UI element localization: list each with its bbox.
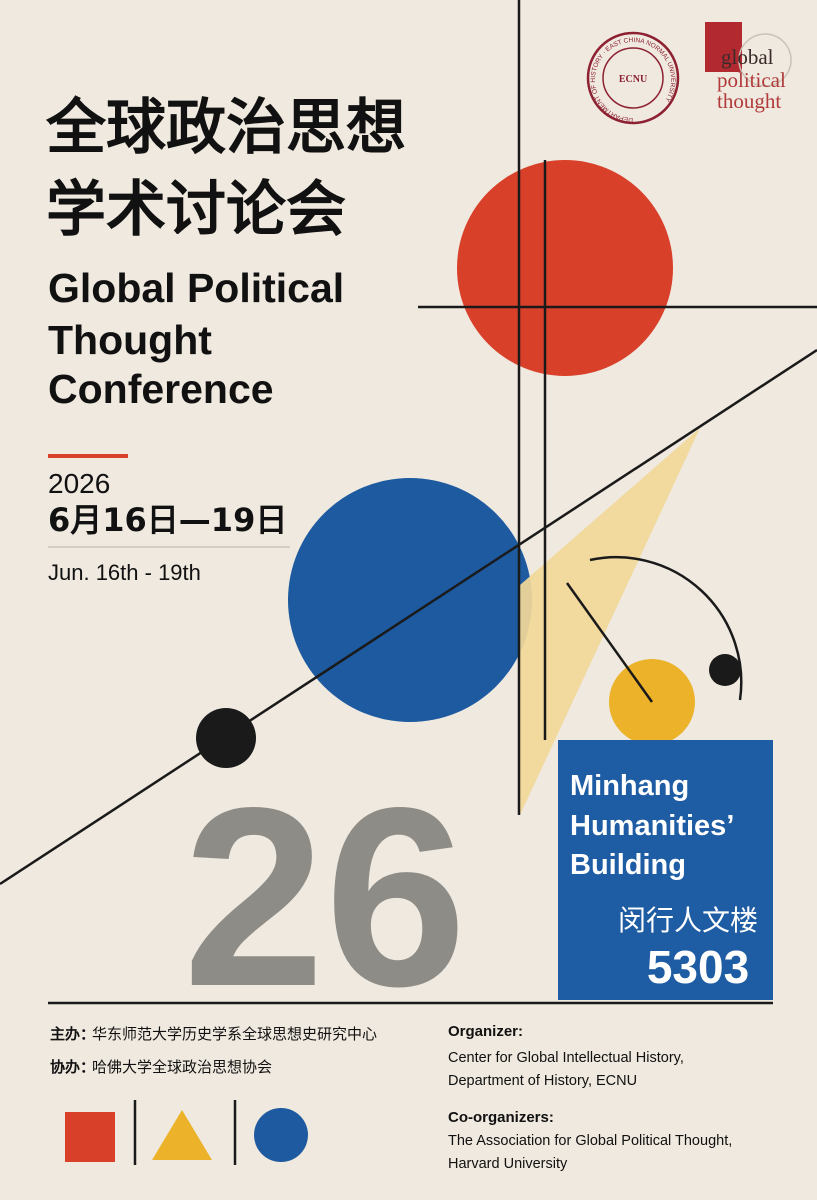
org-en-line: Department of History, ECNU (448, 1073, 637, 1089)
org-en-label: Organizer: (448, 1023, 523, 1040)
seal-center-text: ECNU (619, 74, 647, 85)
diagonal-line (0, 348, 817, 886)
org-zh-label: 主办： (50, 1025, 95, 1043)
black-dot-small (709, 654, 741, 686)
black-dot (196, 708, 256, 768)
venue-en: Humanities’ (570, 810, 734, 842)
arc-line (565, 582, 654, 703)
gpt-square (705, 22, 742, 72)
seal-inner (602, 47, 664, 109)
blue-circle (288, 478, 532, 722)
org-en-line: Harvard University (448, 1156, 568, 1172)
date-year: 2026 (48, 468, 110, 499)
red-square (65, 1112, 115, 1162)
yellow-triangle-small (152, 1110, 212, 1160)
big-number: 26 (183, 755, 467, 1040)
title-en: Thought (48, 317, 212, 363)
org-zh-text: 华东师范大学历史学系全球思想史研究中心 (92, 1025, 377, 1043)
gpt-text: political (717, 68, 786, 92)
org-en-label: Co-organizers: (448, 1109, 554, 1126)
yellow-triangle (520, 428, 700, 815)
org-en-line: The Association for Global Political Tho… (448, 1133, 732, 1149)
gpt-globe (738, 33, 792, 87)
title-zh: 学术讨论会 (46, 175, 346, 245)
accent-bar (48, 454, 128, 458)
venue-en: Minhang (570, 770, 689, 802)
venue-en: Building (570, 849, 686, 881)
seal-ring (586, 31, 680, 125)
gpt-text: thought (717, 89, 781, 113)
red-circle (457, 160, 673, 376)
venue-box (558, 740, 773, 1000)
gpt-logo: global political thought (705, 22, 792, 113)
title-en: Conference (48, 366, 274, 412)
venue-zh: 闵行人文楼 (618, 904, 758, 937)
date-zh: 6月16日—19日 (48, 501, 287, 539)
title-zh: 全球政治思想 (45, 93, 406, 163)
gpt-text: global (721, 45, 774, 69)
venue-room: 5303 (647, 941, 749, 993)
blue-circle-small (254, 1108, 308, 1162)
title-en: Global Political (48, 265, 344, 311)
date-en: Jun. 16th - 19th (48, 560, 201, 585)
org-zh-text: 哈佛大学全球政治思想协会 (92, 1058, 272, 1076)
org-zh-label: 协办： (50, 1058, 95, 1076)
org-en-line: Center for Global Intellectual History, (448, 1050, 684, 1066)
